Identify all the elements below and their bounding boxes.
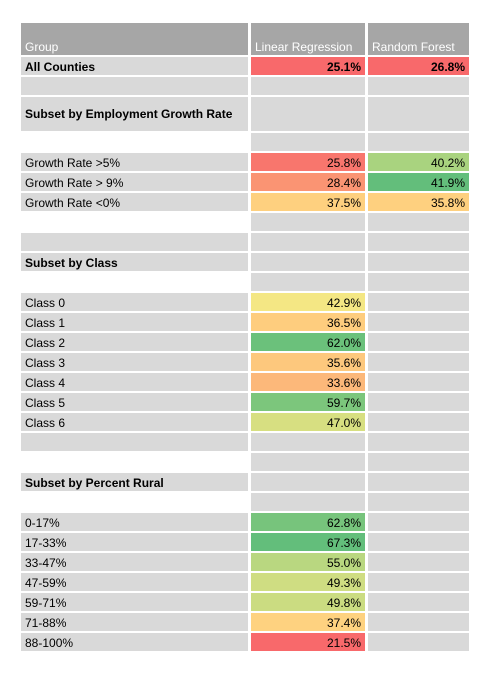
row-lr: 21.5% xyxy=(251,633,368,653)
row-rf xyxy=(368,353,472,373)
table-row: 59-71% 49.8% xyxy=(21,593,472,613)
table-row: 47-59% 49.3% xyxy=(21,573,472,593)
row-label: Class 4 xyxy=(21,373,251,393)
row-label: Class 2 xyxy=(21,333,251,353)
spacer-row xyxy=(21,213,472,233)
table-row: 17-33% 67.3% xyxy=(21,533,472,553)
row-label: Class 5 xyxy=(21,393,251,413)
row-lr: 49.8% xyxy=(251,593,368,613)
section-employment-row: Subset by Employment Growth Rate xyxy=(21,97,472,133)
row-label: Growth Rate > 9% xyxy=(21,173,251,193)
row-rf xyxy=(368,633,472,653)
section-class-row: Subset by Class xyxy=(21,253,472,273)
row-rf: 40.2% xyxy=(368,153,472,173)
row-label: 59-71% xyxy=(21,593,251,613)
row-rf: 35.8% xyxy=(368,193,472,213)
table-row: Class 2 62.0% xyxy=(21,333,472,353)
row-rf: 41.9% xyxy=(368,173,472,193)
row-lr: 59.7% xyxy=(251,393,368,413)
spacer-row xyxy=(21,133,472,153)
row-lr: 37.4% xyxy=(251,613,368,633)
all-counties-lr: 25.1% xyxy=(251,57,368,77)
all-counties-rf: 26.8% xyxy=(368,57,472,77)
table-row: Class 1 36.5% xyxy=(21,313,472,333)
row-rf xyxy=(368,613,472,633)
row-label: Class 0 xyxy=(21,293,251,313)
table-row: Class 4 33.6% xyxy=(21,373,472,393)
row-lr: 42.9% xyxy=(251,293,368,313)
row-label: 88-100% xyxy=(21,633,251,653)
row-label: Growth Rate >5% xyxy=(21,153,251,173)
section-employment-title: Subset by Employment Growth Rate xyxy=(21,97,251,133)
spacer-row xyxy=(21,493,472,513)
row-label: 17-33% xyxy=(21,533,251,553)
row-label: 47-59% xyxy=(21,573,251,593)
table-row: Class 0 42.9% xyxy=(21,293,472,313)
row-label: Growth Rate <0% xyxy=(21,193,251,213)
table-row: 33-47% 55.0% xyxy=(21,553,472,573)
spacer-row xyxy=(21,77,472,97)
header-row: Group Linear Regression Random Forest xyxy=(21,23,472,57)
row-rf xyxy=(368,293,472,313)
spacer-row xyxy=(21,453,472,473)
header-linear-regression: Linear Regression xyxy=(251,23,368,57)
table-row: Class 3 35.6% xyxy=(21,353,472,373)
row-lr: 25.8% xyxy=(251,153,368,173)
row-label: Class 6 xyxy=(21,413,251,433)
row-lr: 55.0% xyxy=(251,553,368,573)
table-row: 88-100% 21.5% xyxy=(21,633,472,653)
row-lr: 36.5% xyxy=(251,313,368,333)
table-row: Growth Rate <0% 37.5% 35.8% xyxy=(21,193,472,213)
table-row: 71-88% 37.4% xyxy=(21,613,472,633)
row-rf xyxy=(368,313,472,333)
all-counties-label: All Counties xyxy=(21,57,251,77)
row-rf xyxy=(368,333,472,353)
row-lr: 62.8% xyxy=(251,513,368,533)
row-rf xyxy=(368,513,472,533)
table-row: Class 5 59.7% xyxy=(21,393,472,413)
row-rf xyxy=(368,593,472,613)
table-row: 0-17% 62.8% xyxy=(21,513,472,533)
row-label: 71-88% xyxy=(21,613,251,633)
row-lr: 67.3% xyxy=(251,533,368,553)
row-rf xyxy=(368,553,472,573)
row-lr: 28.4% xyxy=(251,173,368,193)
row-label: 33-47% xyxy=(21,553,251,573)
results-table: Group Linear Regression Random Forest Al… xyxy=(21,23,472,653)
section-rural-row: Subset by Percent Rural xyxy=(21,473,472,493)
row-rf xyxy=(368,373,472,393)
all-counties-row: All Counties 25.1% 26.8% xyxy=(21,57,472,77)
table-row: Class 6 47.0% xyxy=(21,413,472,433)
row-lr: 49.3% xyxy=(251,573,368,593)
row-rf xyxy=(368,393,472,413)
spacer-row xyxy=(21,273,472,293)
header-random-forest: Random Forest xyxy=(368,23,472,57)
table-row: Growth Rate > 9% 28.4% 41.9% xyxy=(21,173,472,193)
row-lr: 37.5% xyxy=(251,193,368,213)
row-label: Class 1 xyxy=(21,313,251,333)
row-lr: 62.0% xyxy=(251,333,368,353)
section-class-title: Subset by Class xyxy=(21,253,251,273)
row-label: Class 3 xyxy=(21,353,251,373)
row-rf xyxy=(368,413,472,433)
row-lr: 35.6% xyxy=(251,353,368,373)
row-lr: 33.6% xyxy=(251,373,368,393)
section-rural-title: Subset by Percent Rural xyxy=(21,473,251,493)
row-lr: 47.0% xyxy=(251,413,368,433)
row-rf xyxy=(368,573,472,593)
row-rf xyxy=(368,533,472,553)
row-label: 0-17% xyxy=(21,513,251,533)
spacer-row xyxy=(21,433,472,453)
header-group: Group xyxy=(21,23,251,57)
spacer-row xyxy=(21,233,472,253)
table-row: Growth Rate >5% 25.8% 40.2% xyxy=(21,153,472,173)
